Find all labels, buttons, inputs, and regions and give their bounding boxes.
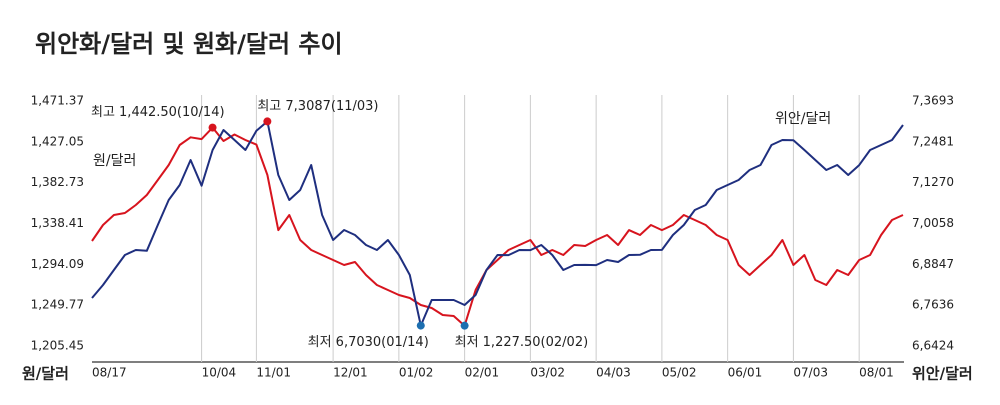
y-axis-title: 원/달러 [22, 365, 69, 383]
x-tick-label: 08/17 [92, 366, 127, 380]
y-tick-label: 1,249.77 [31, 298, 84, 312]
low-marker [460, 321, 469, 330]
x-tick-label: 08/01 [859, 366, 894, 380]
low-label: 최저 1,227.50(02/02) [455, 335, 589, 350]
y2-tick-label: 6,6424 [912, 339, 954, 353]
y-tick-label: 1,427.05 [31, 134, 84, 148]
y-tick-label: 1,471.37 [31, 94, 84, 108]
y-tick-label: 1,382.73 [31, 175, 84, 189]
x-tick-label: 03/02 [530, 366, 565, 380]
y2-tick-label: 7,1270 [912, 175, 954, 189]
high-marker [263, 117, 272, 126]
series-line [91, 126, 904, 327]
y2-axis-title: 위안/달러 [912, 365, 973, 383]
y2-tick-label: 6,8847 [912, 257, 954, 271]
y2-tick-label: 6,7636 [912, 298, 954, 312]
x-tick-label: 04/03 [596, 366, 631, 380]
x-tick-label: 12/01 [333, 366, 368, 380]
series-line [91, 120, 904, 327]
y-tick-label: 1,338.41 [31, 216, 84, 230]
low-label: 최저 6,7030(01/14) [308, 335, 429, 350]
y-tick-label: 1,205.45 [31, 339, 84, 353]
x-tick-label: 07/03 [793, 366, 828, 380]
series-label: 위안/달러 [775, 111, 831, 127]
y2-tick-label: 7,2481 [912, 134, 954, 148]
high-marker [208, 123, 217, 132]
x-tick-label: 06/01 [728, 366, 763, 380]
x-tick-label: 11/01 [256, 366, 291, 380]
low-marker [416, 321, 425, 330]
x-tick-label: 10/04 [202, 366, 237, 380]
high-label: 최고 1,442.50(10/14) [91, 105, 225, 120]
series-label: 원/달러 [93, 153, 136, 169]
high-label: 최고 7,3087(11/03) [257, 99, 378, 114]
chart-title: 위안화/달러 및 원화/달러 추이 [35, 30, 343, 58]
x-tick-label: 01/02 [399, 366, 434, 380]
y-tick-label: 1,294.09 [31, 257, 84, 271]
y2-tick-label: 7,0058 [912, 216, 954, 230]
x-tick-label: 02/01 [465, 366, 500, 380]
x-tick-label: 05/02 [662, 366, 697, 380]
y2-tick-label: 7,3693 [912, 94, 954, 108]
